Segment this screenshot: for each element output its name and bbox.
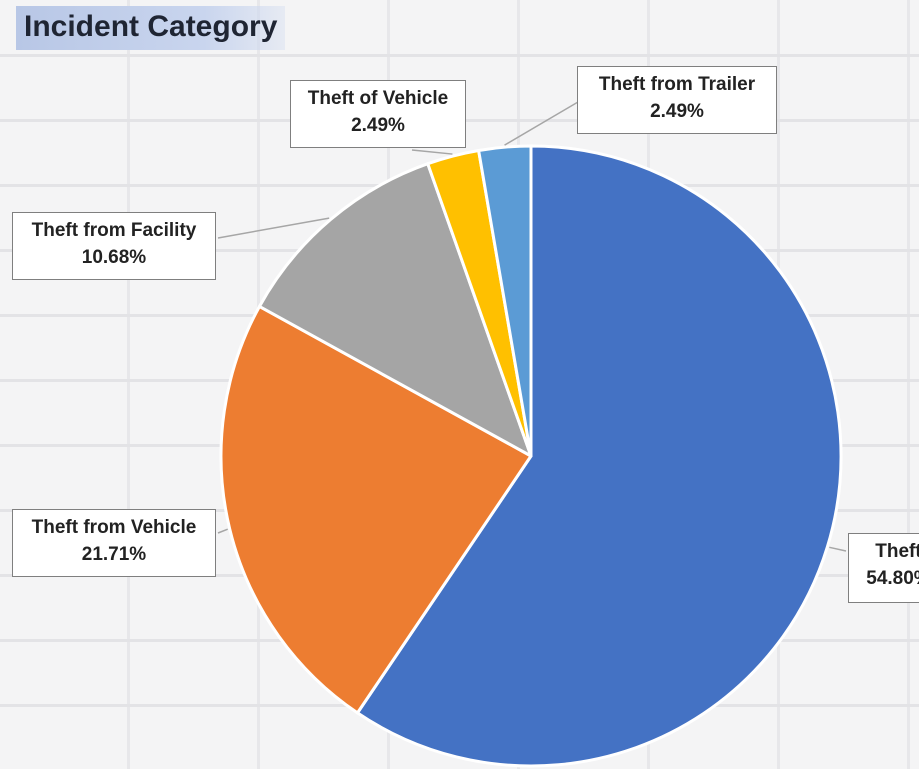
leader-line-theft-from-trailer [504,101,579,146]
label-theft-of-vehicle-value: 2.49% [351,115,405,136]
label-theft-of-vehicle-name: Theft of Vehicle [307,88,449,109]
label-theft-from-vehicle: Theft from Vehicle 21.71% [12,509,216,577]
label-theft: Theft 54.80% [848,533,919,603]
leader-line-theft-from-vehicle [217,528,228,534]
label-theft-from-facility-value: 10.68% [81,247,147,268]
label-theft-from-vehicle-value: 21.71% [81,544,147,565]
label-theft-name: Theft [875,541,919,562]
label-theft-from-vehicle-name: Theft from Vehicle [31,517,197,538]
pie-slice-theft-from-vehicle [219,304,533,715]
chart-title: Incident Category [16,6,286,50]
label-theft-of-vehicle: Theft of Vehicle 2.49% [290,80,466,148]
pie-slice-theft-from-facility [257,162,533,458]
leader-line-theft [829,546,847,552]
label-theft-from-trailer: Theft from Trailer 2.49% [577,66,777,134]
label-theft-from-trailer-value: 2.49% [650,101,704,122]
label-theft-from-facility-name: Theft from Facility [31,220,197,241]
pie-slice-theft [355,144,843,768]
leader-line-theft-from-facility [217,217,330,239]
label-theft-from-facility: Theft from Facility 10.68% [12,212,216,280]
label-theft-from-trailer-name: Theft from Trailer [598,74,756,95]
leader-line-theft-of-vehicle [411,149,453,155]
pie-slice-theft-from-trailer [477,144,533,458]
label-theft-value: 54.80% [866,568,919,589]
